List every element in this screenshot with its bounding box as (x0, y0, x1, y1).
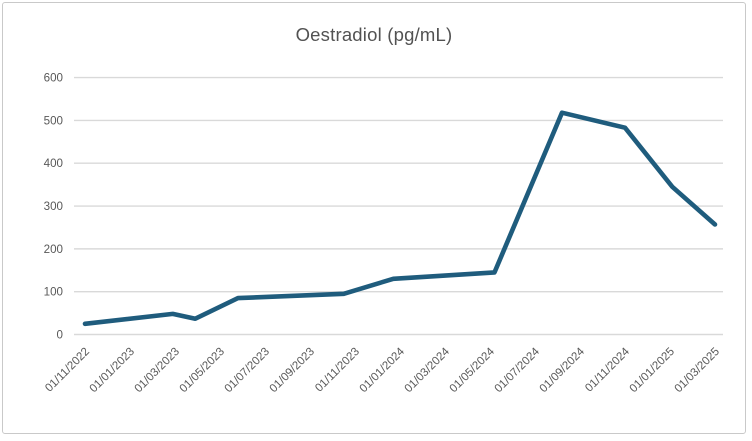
x-tick-label: 01/03/2023 (132, 345, 182, 395)
x-tick-label: 01/03/2024 (402, 345, 453, 396)
y-tick-label: 0 (57, 329, 63, 342)
chart-title: Oestradiol (pg/mL) (295, 24, 453, 45)
y-tick-label: 100 (44, 286, 63, 299)
y-tick-label: 400 (44, 157, 63, 170)
x-tick-label: 01/09/2023 (267, 345, 317, 395)
x-tick-label: 01/03/2025 (672, 345, 722, 395)
x-tick-label: 01/11/2022 (43, 345, 93, 395)
y-tick-label: 200 (44, 243, 63, 256)
x-tick-label: 01/07/2023 (222, 345, 272, 395)
y-tick-label: 600 (44, 72, 63, 85)
chart-area[interactable]: Oestradiol (pg/mL) (2, 2, 746, 434)
x-tick-label: 01/05/2024 (447, 345, 498, 396)
data-line-oestradiol (82, 110, 718, 327)
x-tick-label: 01/11/2024 (583, 345, 633, 395)
x-tick-label: 01/01/2023 (87, 345, 137, 395)
y-tick-label: 300 (44, 200, 63, 213)
x-tick-label: 01/01/2024 (357, 345, 408, 396)
x-tick-label: 01/07/2024 (492, 345, 543, 396)
x-tick-label: 01/01/2025 (627, 345, 677, 395)
x-tick-label: 01/09/2024 (537, 345, 588, 396)
y-tick-label: 500 (44, 114, 63, 127)
x-tick-label: 01/05/2023 (177, 345, 227, 395)
x-tick-label: 01/11/2023 (313, 345, 363, 395)
